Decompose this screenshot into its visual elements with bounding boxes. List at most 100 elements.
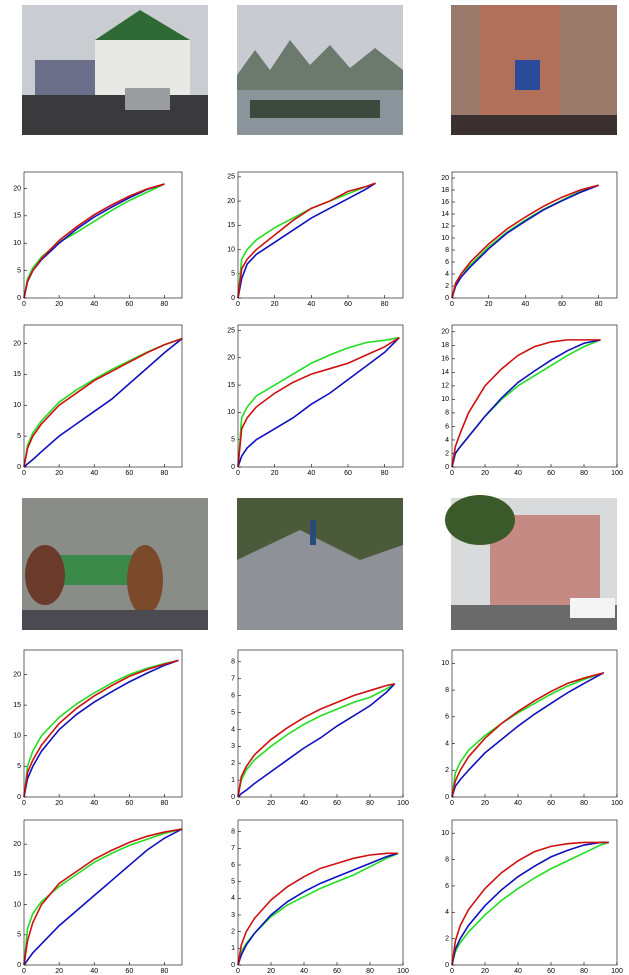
x-tick-label: 60 [547,470,555,477]
x-tick-label: 0 [22,301,26,308]
x-tick-label: 20 [481,968,489,975]
y-tick-label: 2 [445,935,449,942]
y-tick-label: 5 [231,271,235,278]
plot-frame [451,649,618,798]
y-tick-label: 5 [17,433,21,440]
x-tick-label: 80 [381,301,389,308]
y-tick-label: 5 [17,763,21,770]
x-tick-label: 0 [22,968,26,975]
x-tick-label: 40 [300,968,308,975]
x-tick-label: 60 [344,301,352,308]
y-tick-label: 12 [441,383,449,390]
y-tick-label: 6 [445,423,449,430]
x-tick-label: 40 [514,800,522,807]
x-tick-label: 40 [521,301,529,308]
plot-frame [23,324,183,468]
curve [451,841,609,966]
y-tick-label: 0 [231,295,235,302]
curve [23,183,165,299]
x-tick-label: 40 [90,968,98,975]
y-tick-label: 5 [17,932,21,939]
curve [23,337,183,468]
y-tick-label: 20 [13,671,21,678]
y-tick-label: 5 [231,437,235,444]
x-tick-label: 20 [55,470,63,477]
curve [23,659,179,798]
photo-street [22,5,208,135]
y-tick-label: 4 [445,271,449,278]
y-tick-label: 8 [231,659,235,666]
x-tick-label: 20 [267,968,275,975]
curve [237,336,400,468]
x-tick-label: 100 [611,968,623,975]
y-tick-label: 0 [445,464,449,471]
curve [451,672,605,798]
plot-frame [237,649,404,798]
x-tick-label: 80 [580,470,588,477]
y-tick-label: 20 [13,841,21,848]
curve [237,852,399,966]
x-tick-label: 80 [381,470,389,477]
x-tick-label: 100 [611,470,623,477]
y-tick-label: 10 [13,901,21,908]
y-tick-label: 3 [231,743,235,750]
curve [237,852,399,966]
y-tick-label: 20 [227,355,235,362]
y-tick-label: 10 [13,240,21,247]
plot-frame [23,649,183,798]
x-tick-label: 80 [161,800,169,807]
x-tick-label: 40 [514,968,522,975]
x-tick-label: 80 [161,968,169,975]
y-tick-label: 7 [231,845,235,852]
y-tick-label: 25 [227,327,235,334]
y-tick-label: 10 [227,409,235,416]
y-tick-label: 2 [445,767,449,774]
curve [237,336,400,468]
y-tick-label: 4 [231,726,235,733]
plot-frame [451,324,618,468]
y-tick-label: 8 [445,410,449,417]
plot-frame [23,819,183,966]
y-tick-label: 10 [441,396,449,403]
y-tick-label: 0 [231,962,235,969]
photo-river [237,5,403,135]
x-tick-label: 20 [271,470,279,477]
curve [451,671,605,798]
x-tick-label: 40 [90,800,98,807]
y-tick-label: 5 [17,267,21,274]
curve [237,182,376,299]
x-tick-label: 0 [22,800,26,807]
y-tick-label: 20 [441,175,449,182]
x-tick-label: 20 [481,470,489,477]
y-tick-label: 25 [227,174,235,181]
y-tick-label: 6 [445,883,449,890]
y-tick-label: 6 [231,692,235,699]
x-tick-label: 80 [161,301,169,308]
curve [23,828,183,966]
curve [451,184,599,299]
x-tick-label: 20 [55,301,63,308]
curve [451,671,605,798]
y-tick-label: 5 [231,879,235,886]
y-tick-label: 0 [231,464,235,471]
y-tick-label: 15 [13,371,21,378]
x-tick-label: 60 [333,968,341,975]
y-tick-label: 8 [445,687,449,694]
x-tick-label: 60 [125,800,133,807]
x-tick-label: 100 [611,800,623,807]
x-tick-label: 40 [514,470,522,477]
plot-frame [451,171,618,299]
curve [23,337,183,468]
y-tick-label: 10 [441,660,449,667]
x-tick-label: 40 [307,301,315,308]
y-tick-label: 15 [227,382,235,389]
y-tick-label: 20 [227,198,235,205]
y-tick-label: 0 [445,295,449,302]
y-tick-label: 16 [441,199,449,206]
x-tick-label: 0 [236,800,240,807]
curve [23,828,183,966]
y-tick-label: 2 [445,450,449,457]
y-tick-label: 2 [231,929,235,936]
y-tick-label: 4 [445,437,449,444]
x-tick-label: 40 [300,800,308,807]
